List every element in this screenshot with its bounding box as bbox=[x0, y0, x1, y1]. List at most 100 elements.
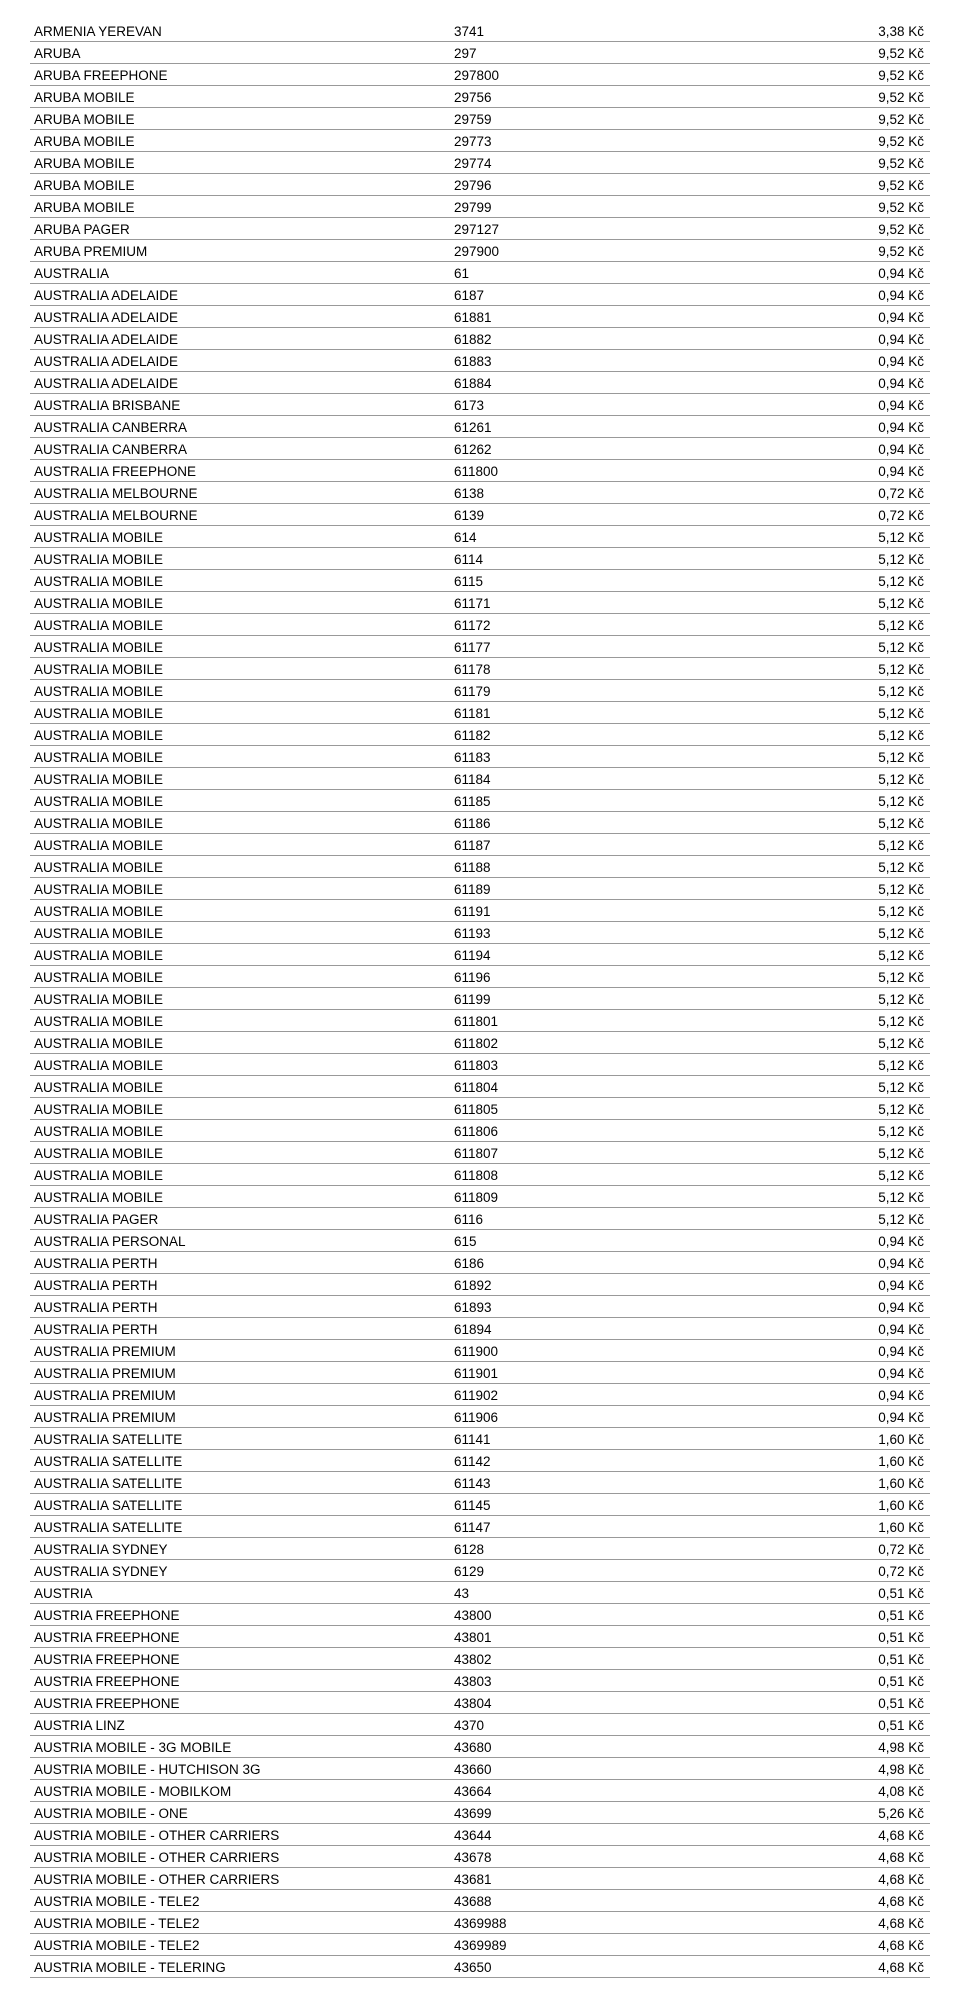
code-cell: 43664 bbox=[444, 1780, 687, 1802]
code-cell: 611901 bbox=[444, 1362, 687, 1384]
code-cell: 61188 bbox=[444, 856, 687, 878]
price-cell: 0,94 Kč bbox=[687, 1318, 930, 1340]
destination-cell: AUSTRALIA PERTH bbox=[30, 1252, 444, 1274]
code-cell: 611800 bbox=[444, 460, 687, 482]
code-cell: 6115 bbox=[444, 570, 687, 592]
table-row: AUSTRALIA PERTH61860,94 Kč bbox=[30, 1252, 930, 1274]
destination-cell: ARUBA PREMIUM bbox=[30, 240, 444, 262]
code-cell: 61183 bbox=[444, 746, 687, 768]
code-cell: 43699 bbox=[444, 1802, 687, 1824]
price-cell: 0,94 Kč bbox=[687, 1340, 930, 1362]
table-row: ARUBA MOBILE297599,52 Kč bbox=[30, 108, 930, 130]
code-cell: 297 bbox=[444, 42, 687, 64]
table-row: AUSTRALIA SATELLITE611451,60 Kč bbox=[30, 1494, 930, 1516]
code-cell: 611900 bbox=[444, 1340, 687, 1362]
price-cell: 5,12 Kč bbox=[687, 570, 930, 592]
table-row: AUSTRALIA SATELLITE611411,60 Kč bbox=[30, 1428, 930, 1450]
table-row: AUSTRALIA MOBILE611825,12 Kč bbox=[30, 724, 930, 746]
table-row: AUSTRALIA MOBILE611895,12 Kč bbox=[30, 878, 930, 900]
table-row: AUSTRALIA MOBILE611965,12 Kč bbox=[30, 966, 930, 988]
table-row: AUSTRALIA MOBILE61145,12 Kč bbox=[30, 548, 930, 570]
price-cell: 0,94 Kč bbox=[687, 1296, 930, 1318]
table-row: AUSTRALIA CANBERRA612610,94 Kč bbox=[30, 416, 930, 438]
code-cell: 61179 bbox=[444, 680, 687, 702]
table-row: AUSTRALIA ADELAIDE618840,94 Kč bbox=[30, 372, 930, 394]
price-cell: 4,68 Kč bbox=[687, 1846, 930, 1868]
code-cell: 6129 bbox=[444, 1560, 687, 1582]
table-row: AUSTRALIA CANBERRA612620,94 Kč bbox=[30, 438, 930, 460]
table-row: AUSTRALIA SATELLITE611431,60 Kč bbox=[30, 1472, 930, 1494]
destination-cell: AUSTRIA bbox=[30, 1582, 444, 1604]
destination-cell: AUSTRIA FREEPHONE bbox=[30, 1670, 444, 1692]
price-cell: 4,68 Kč bbox=[687, 1868, 930, 1890]
price-cell: 4,68 Kč bbox=[687, 1956, 930, 1978]
code-cell: 29773 bbox=[444, 130, 687, 152]
code-cell: 297127 bbox=[444, 218, 687, 240]
destination-cell: AUSTRIA MOBILE - TELE2 bbox=[30, 1934, 444, 1956]
destination-cell: AUSTRALIA MOBILE bbox=[30, 944, 444, 966]
price-cell: 0,94 Kč bbox=[687, 416, 930, 438]
destination-cell: AUSTRALIA MOBILE bbox=[30, 1164, 444, 1186]
destination-cell: ARUBA MOBILE bbox=[30, 86, 444, 108]
destination-cell: AUSTRALIA MOBILE bbox=[30, 680, 444, 702]
table-row: AUSTRALIA MOBILE611885,12 Kč bbox=[30, 856, 930, 878]
price-cell: 0,72 Kč bbox=[687, 1560, 930, 1582]
price-cell: 5,12 Kč bbox=[687, 614, 930, 636]
code-cell: 61172 bbox=[444, 614, 687, 636]
destination-cell: AUSTRALIA MOBILE bbox=[30, 1076, 444, 1098]
destination-cell: AUSTRALIA MOBILE bbox=[30, 1186, 444, 1208]
code-cell: 297900 bbox=[444, 240, 687, 262]
price-cell: 5,12 Kč bbox=[687, 1186, 930, 1208]
destination-cell: AUSTRALIA PAGER bbox=[30, 1208, 444, 1230]
code-cell: 61894 bbox=[444, 1318, 687, 1340]
table-row: AUSTRALIA PAGER61165,12 Kč bbox=[30, 1208, 930, 1230]
price-cell: 1,60 Kč bbox=[687, 1450, 930, 1472]
destination-cell: AUSTRIA LINZ bbox=[30, 1714, 444, 1736]
destination-cell: AUSTRIA MOBILE - OTHER CARRIERS bbox=[30, 1824, 444, 1846]
price-cell: 9,52 Kč bbox=[687, 218, 930, 240]
destination-cell: AUSTRALIA CANBERRA bbox=[30, 438, 444, 460]
destination-cell: AUSTRIA MOBILE - MOBILKOM bbox=[30, 1780, 444, 1802]
price-cell: 5,12 Kč bbox=[687, 658, 930, 680]
destination-cell: AUSTRIA MOBILE - OTHER CARRIERS bbox=[30, 1846, 444, 1868]
table-row: AUSTRALIA MOBILE6118075,12 Kč bbox=[30, 1142, 930, 1164]
code-cell: 43800 bbox=[444, 1604, 687, 1626]
destination-cell: AUSTRALIA FREEPHONE bbox=[30, 460, 444, 482]
table-row: ARUBA2979,52 Kč bbox=[30, 42, 930, 64]
code-cell: 43680 bbox=[444, 1736, 687, 1758]
code-cell: 61196 bbox=[444, 966, 687, 988]
price-cell: 5,12 Kč bbox=[687, 680, 930, 702]
code-cell: 297800 bbox=[444, 64, 687, 86]
table-row: AUSTRIA FREEPHONE438010,51 Kč bbox=[30, 1626, 930, 1648]
destination-cell: AUSTRALIA MOBILE bbox=[30, 1010, 444, 1032]
table-row: AUSTRALIA PERSONAL6150,94 Kč bbox=[30, 1230, 930, 1252]
table-row: AUSTRALIA MELBOURNE61390,72 Kč bbox=[30, 504, 930, 526]
table-row: ARUBA MOBILE297999,52 Kč bbox=[30, 196, 930, 218]
price-cell: 4,98 Kč bbox=[687, 1758, 930, 1780]
table-row: AUSTRALIA PREMIUM6119060,94 Kč bbox=[30, 1406, 930, 1428]
table-row: AUSTRALIA MOBILE611715,12 Kč bbox=[30, 592, 930, 614]
destination-cell: AUSTRALIA MOBILE bbox=[30, 636, 444, 658]
destination-cell: AUSTRALIA SYDNEY bbox=[30, 1538, 444, 1560]
destination-cell: AUSTRALIA MOBILE bbox=[30, 900, 444, 922]
table-row: AUSTRALIA MOBILE6118035,12 Kč bbox=[30, 1054, 930, 1076]
code-cell: 4370 bbox=[444, 1714, 687, 1736]
destination-cell: AUSTRALIA ADELAIDE bbox=[30, 372, 444, 394]
destination-cell: AUSTRALIA MOBILE bbox=[30, 1054, 444, 1076]
code-cell: 43644 bbox=[444, 1824, 687, 1846]
destination-cell: AUSTRALIA MOBILE bbox=[30, 570, 444, 592]
table-row: AUSTRALIA ADELAIDE618810,94 Kč bbox=[30, 306, 930, 328]
price-cell: 0,94 Kč bbox=[687, 284, 930, 306]
price-cell: 4,98 Kč bbox=[687, 1736, 930, 1758]
code-cell: 29799 bbox=[444, 196, 687, 218]
code-cell: 43681 bbox=[444, 1868, 687, 1890]
destination-cell: AUSTRALIA MOBILE bbox=[30, 812, 444, 834]
destination-cell: AUSTRALIA PERTH bbox=[30, 1296, 444, 1318]
code-cell: 43660 bbox=[444, 1758, 687, 1780]
destination-cell: AUSTRALIA SATELLITE bbox=[30, 1472, 444, 1494]
price-cell: 9,52 Kč bbox=[687, 240, 930, 262]
code-cell: 29756 bbox=[444, 86, 687, 108]
code-cell: 4369989 bbox=[444, 1934, 687, 1956]
table-row: AUSTRALIA SYDNEY61290,72 Kč bbox=[30, 1560, 930, 1582]
code-cell: 61194 bbox=[444, 944, 687, 966]
